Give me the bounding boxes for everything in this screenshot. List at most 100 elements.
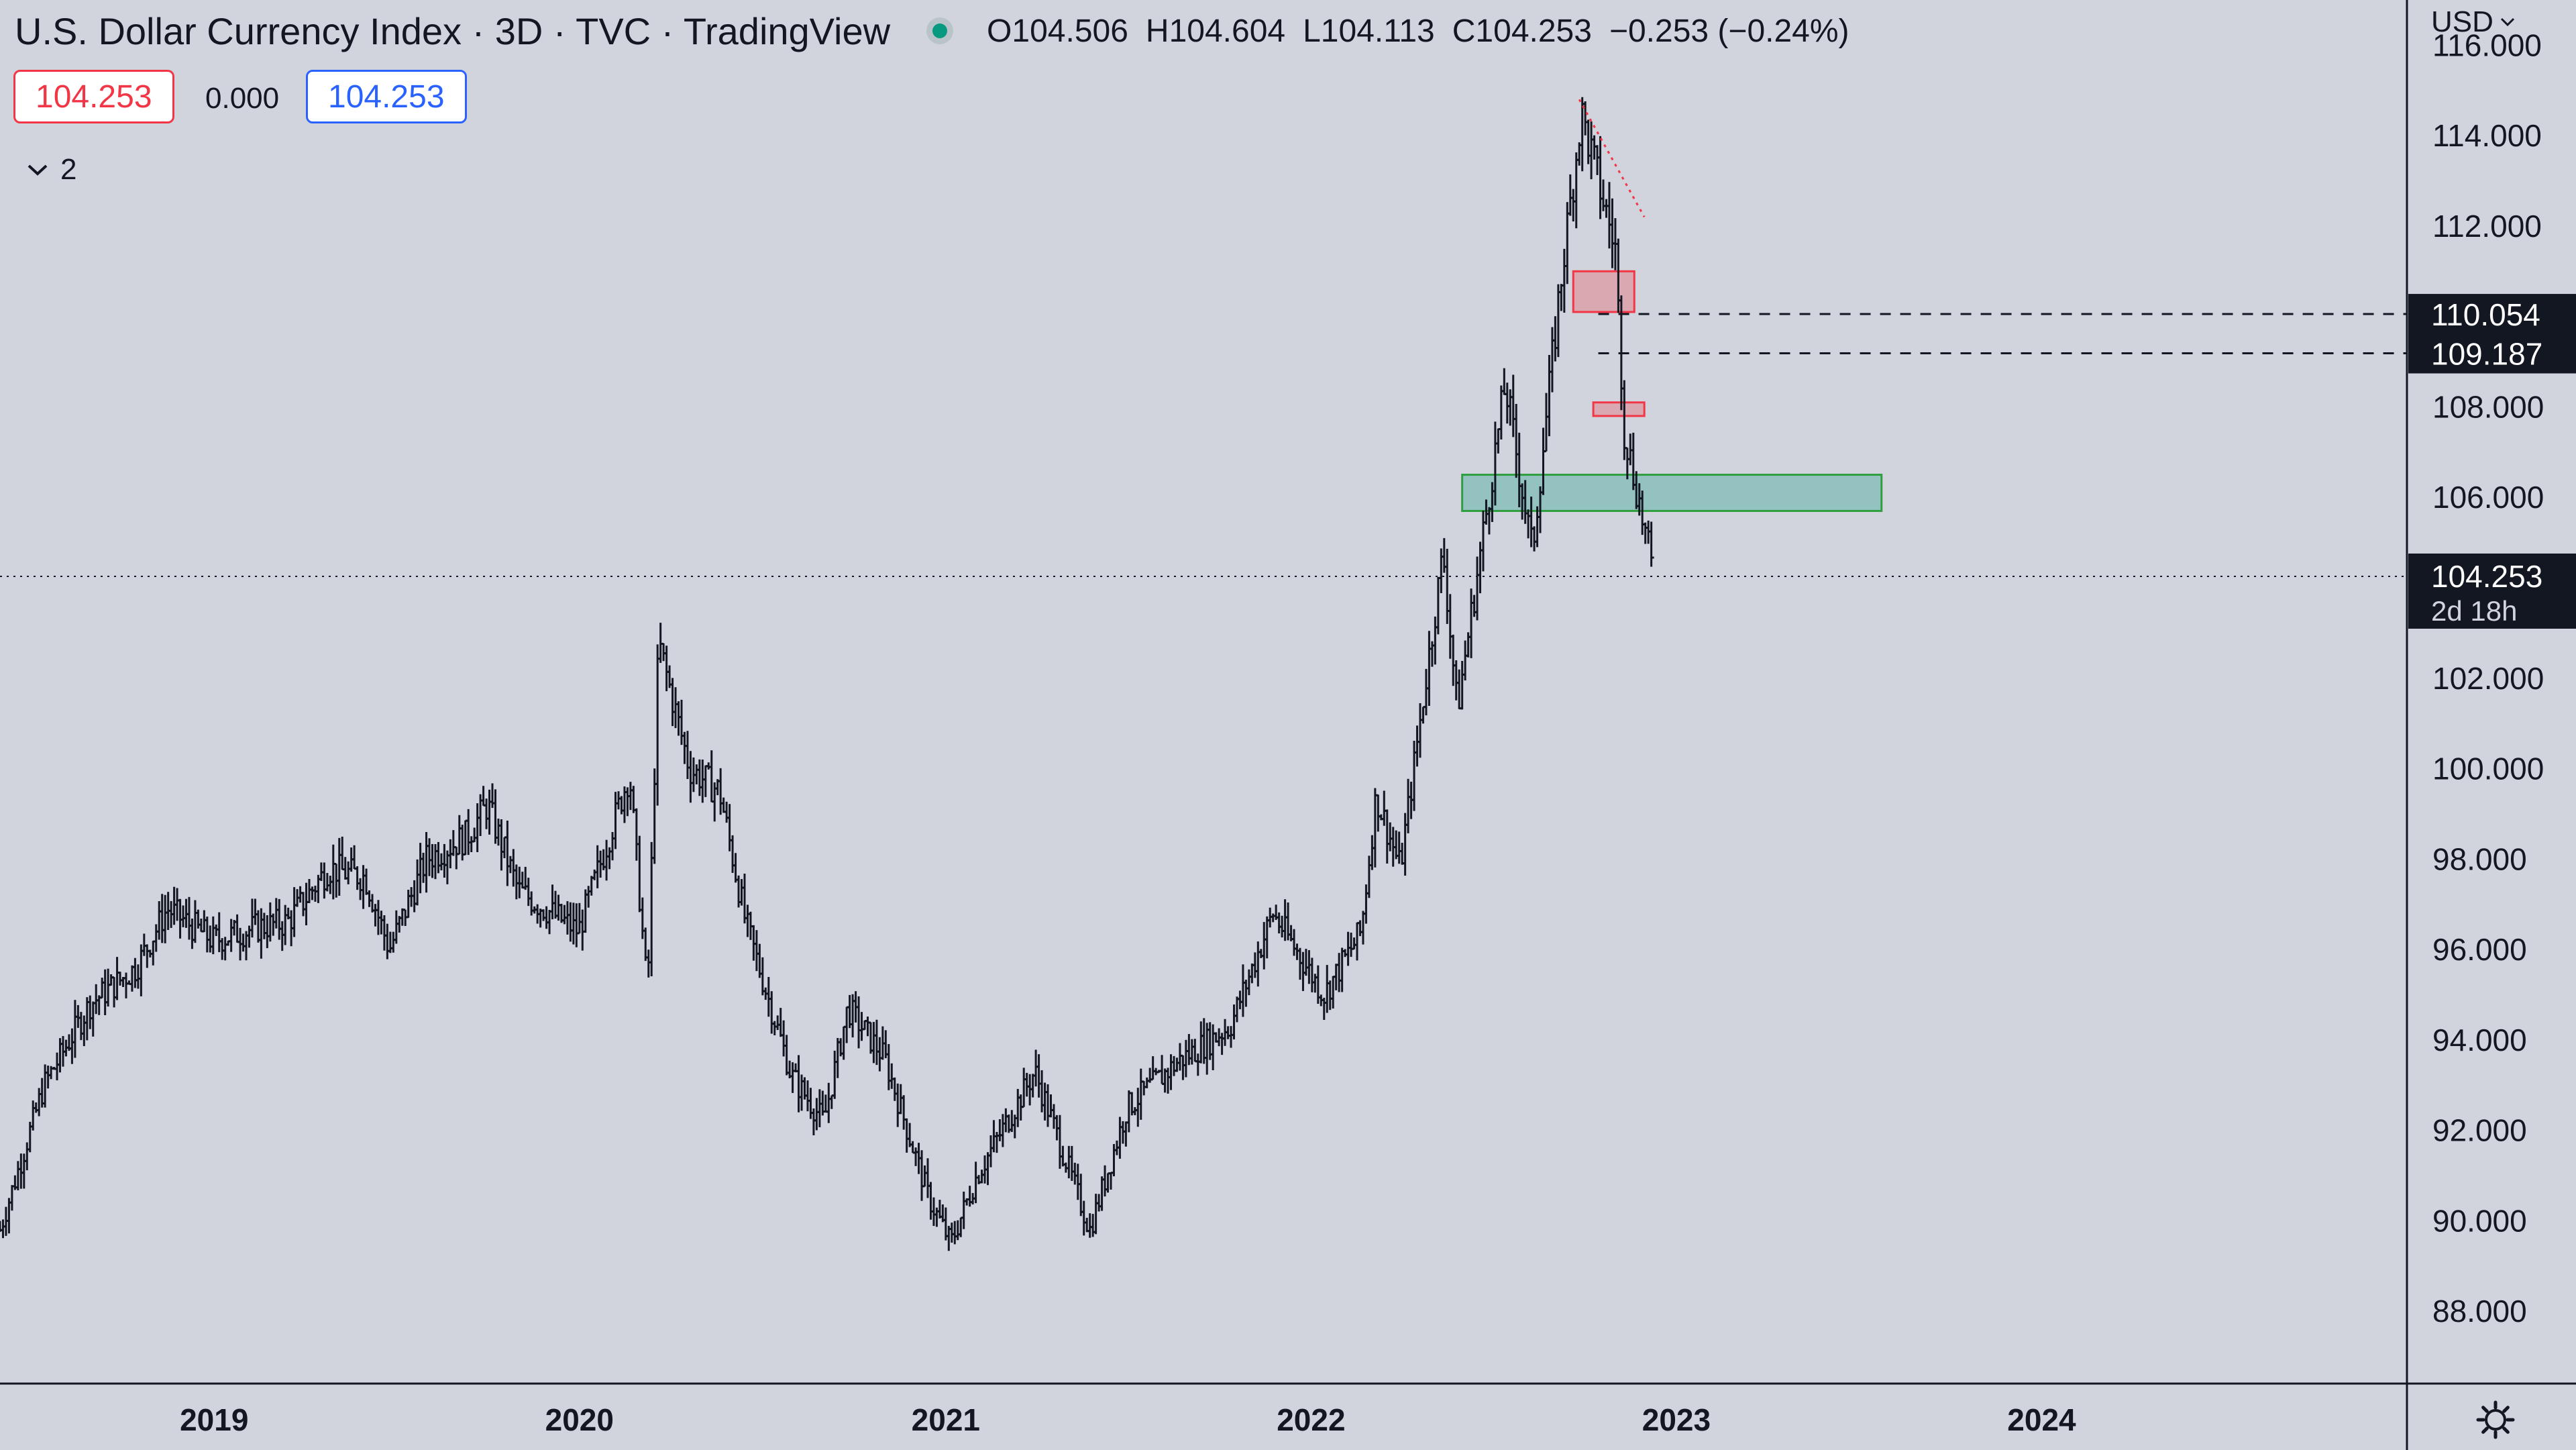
ohlc-bar <box>1021 1068 1027 1108</box>
ohlc-bar <box>429 843 435 878</box>
ohlc-bar <box>673 687 679 729</box>
ohlc-bar <box>771 1021 777 1035</box>
ohlc-bar <box>1339 947 1345 992</box>
ohlc-bar <box>279 921 285 951</box>
ohlc-bar <box>1159 1055 1165 1085</box>
price-tick-label: 100.000 <box>2432 752 2544 786</box>
ohlc-bar <box>1048 1094 1054 1118</box>
ohlc-bar <box>1219 1033 1225 1055</box>
ohlc-bar <box>282 904 288 945</box>
ohlc-bar <box>841 1025 847 1060</box>
ohlc-bar <box>775 1015 781 1031</box>
ohlc-bar <box>1468 588 1474 658</box>
ohlc-bar <box>1525 509 1532 539</box>
ohlc-bar <box>1003 1108 1009 1133</box>
ohlc-bar <box>547 910 553 935</box>
ohlc-bar <box>1648 521 1654 567</box>
ohlc-bar <box>907 1123 913 1147</box>
ohlc-bar <box>45 1066 51 1089</box>
ohlc-bar <box>135 964 141 989</box>
time-tick-label: 2024 <box>2007 1402 2076 1437</box>
ohlc-bar <box>543 906 549 929</box>
ohlc-bar <box>306 878 312 903</box>
ohlc-bar <box>1495 428 1501 454</box>
ohlc-bar <box>301 892 307 917</box>
ohlc-bar <box>1045 1084 1051 1127</box>
currency-selector[interactable]: USD <box>2431 5 2515 39</box>
ohlc-bar <box>651 768 657 864</box>
ohlc-low: L104.113 <box>1303 13 1435 49</box>
ohlc-bar <box>759 957 765 996</box>
ohlc-bar <box>114 957 120 1000</box>
ohlc-bar <box>1399 843 1405 865</box>
ohlc-bar <box>859 1012 865 1041</box>
ohlc-bar <box>1243 980 1249 1007</box>
ohlc-bar <box>1174 1057 1180 1072</box>
ohlc-bar <box>1036 1054 1042 1098</box>
ohlc-bar <box>240 933 246 952</box>
ohlc-bar <box>141 933 147 956</box>
ohlc-bar <box>1423 668 1429 716</box>
ohlc-bar <box>625 787 631 817</box>
level-price-label: 110.054 <box>2431 297 2540 332</box>
price-tick-label: 114.000 <box>2432 118 2542 153</box>
ohlc-bar <box>472 827 478 843</box>
red-zone-lower[interactable] <box>1592 401 1646 417</box>
ohlc-bar <box>69 1028 75 1064</box>
price-tick-label: 108.000 <box>2432 389 2544 424</box>
ohlc-bar <box>54 1052 60 1081</box>
gear-icon[interactable] <box>2474 1398 2517 1441</box>
ohlc-bar <box>997 1119 1003 1141</box>
ohlc-bar <box>216 912 222 953</box>
ohlc-bar <box>1051 1104 1057 1129</box>
ohlc-bar <box>1330 976 1336 1009</box>
ohlc-bar <box>594 845 600 888</box>
ohlc-bar <box>576 902 582 935</box>
ohlc-bar <box>844 1006 850 1043</box>
trendline[interactable] <box>1578 99 1646 218</box>
red-zone-upper[interactable] <box>1572 270 1635 313</box>
ohlc-bar <box>936 1200 943 1219</box>
indicators-toggle[interactable]: 2 <box>27 153 76 187</box>
sell-button[interactable]: 104.253 <box>13 70 174 123</box>
ohlc-bar <box>1228 1026 1234 1048</box>
ohlc-bar <box>913 1147 919 1166</box>
ohlc-bar <box>87 995 93 1029</box>
buy-button[interactable]: 104.253 <box>306 70 467 123</box>
ohlc-bar <box>637 835 643 913</box>
ohlc-bar <box>513 864 519 900</box>
ohlc-bar <box>504 821 511 886</box>
ohlc-bar <box>610 832 616 861</box>
ohlc-bar <box>171 886 177 925</box>
ohlc-bar <box>708 750 714 803</box>
ohlc-bar <box>1456 669 1462 710</box>
ohlc-bar <box>33 1102 39 1113</box>
ohlc-bar <box>1327 980 1333 1011</box>
symbol-title[interactable]: U.S. Dollar Currency Index · 3D · TVC · … <box>15 9 891 52</box>
ohlc-bar <box>1597 136 1603 219</box>
ohlc-bar <box>450 830 456 856</box>
ohlc-bar <box>678 699 684 745</box>
ohlc-bar <box>1375 794 1381 832</box>
market-status-icon[interactable] <box>926 17 954 44</box>
ohlc-bar <box>423 832 429 893</box>
ohlc-bar <box>985 1152 991 1186</box>
ohlc-bar <box>360 865 366 909</box>
ohlc-bar <box>36 1088 42 1117</box>
ohlc-bar <box>898 1084 904 1115</box>
ohlc-bar <box>1450 634 1456 686</box>
ohlc-bar <box>345 861 352 884</box>
ohlc-bar <box>955 1220 961 1241</box>
ohlc-bar <box>1372 788 1378 868</box>
ohlc-bar <box>1279 915 1285 938</box>
ohlc-bar <box>156 901 162 940</box>
ohlc-bar <box>1057 1115 1063 1169</box>
ohlc-bar <box>1138 1068 1144 1120</box>
ohlc-bar <box>511 849 517 887</box>
ohlc-bar <box>270 913 276 936</box>
ohlc-bar <box>468 836 474 852</box>
ohlc-bar <box>207 925 213 953</box>
ohlc-bar <box>273 898 279 929</box>
level-price-label-bg <box>2408 294 2576 335</box>
